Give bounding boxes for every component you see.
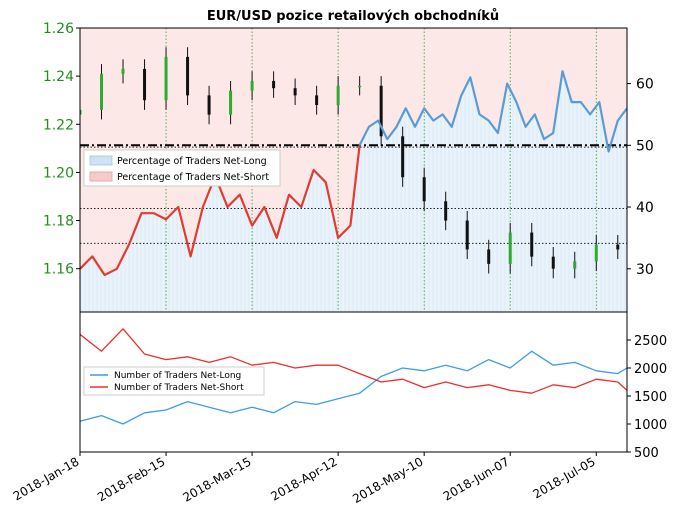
- candle-body: [616, 244, 620, 250]
- left-tick-label: 1.22: [43, 117, 74, 133]
- legend-net-long-swatch: [89, 155, 113, 166]
- candle: [594, 234, 598, 272]
- bottom-panel: [80, 328, 627, 425]
- candle: [186, 47, 190, 106]
- x-tick-label: 2018-Jan-18: [11, 454, 82, 503]
- candle-body: [379, 85, 383, 137]
- chart-title: EUR/USD pozice retailových obchodníků: [207, 9, 499, 24]
- count-tick-label: 1000: [634, 418, 667, 433]
- top-legend: Percentage of Traders Net-Long Percentag…: [83, 149, 281, 187]
- candle: [164, 47, 168, 110]
- candle-body: [465, 220, 469, 250]
- candle-body: [272, 80, 276, 89]
- net-long-line: [358, 70, 627, 153]
- count-tick-label: 500: [634, 446, 659, 461]
- candle-body: [594, 244, 598, 262]
- count-tick-label: 2000: [634, 362, 667, 377]
- legend-net-long-label: Percentage of Traders Net-Long: [117, 156, 267, 167]
- candle: [551, 247, 555, 279]
- candle-body: [422, 177, 426, 202]
- x-tick-label: 2018-Mar-15: [180, 454, 253, 504]
- candle: [444, 191, 448, 231]
- candle: [401, 126, 405, 187]
- candle: [573, 251, 577, 279]
- candle: [315, 85, 319, 115]
- candle: [616, 234, 620, 260]
- right-tick-label: 60: [636, 77, 654, 93]
- candle: [336, 76, 340, 115]
- candle-body: [487, 249, 491, 264]
- x-tick-label: 2018-Feb-15: [95, 454, 168, 504]
- candle: [121, 59, 125, 84]
- net-long-region-hatch: [80, 71, 627, 312]
- net-short-line: [80, 145, 361, 277]
- candle: [207, 85, 211, 125]
- candle: [272, 71, 276, 98]
- candle-body: [100, 73, 104, 110]
- right-tick-label: 30: [636, 262, 654, 278]
- candle-body: [530, 232, 534, 257]
- left-tick-label: 1.26: [43, 21, 74, 37]
- candle-body: [401, 136, 405, 178]
- x-tick-label: 2018-Jun-07: [441, 454, 512, 503]
- bottom-panel-frame: [79, 311, 628, 453]
- candle-body: [444, 201, 448, 221]
- x-tick-label: 2018-Apr-12: [268, 454, 339, 503]
- candle: [358, 76, 362, 96]
- candle: [530, 222, 534, 267]
- candle-body: [551, 256, 555, 269]
- top-panel: [80, 28, 627, 312]
- count-tick-label: 1500: [634, 390, 667, 405]
- legend-net-short-label: Percentage of Traders Net-Short: [117, 172, 269, 183]
- candle-body: [358, 85, 362, 88]
- candle-body: [164, 56, 168, 101]
- count-net-short-line: [80, 328, 627, 394]
- candle-body: [229, 90, 233, 115]
- left-tick-label: 1.24: [43, 69, 74, 85]
- candle-body: [573, 261, 577, 269]
- candle: [229, 80, 233, 125]
- candle-body: [207, 95, 211, 115]
- candle: [422, 167, 426, 211]
- left-tick-label: 1.18: [43, 214, 74, 230]
- candle-body: [508, 232, 512, 264]
- legend-count-short-label: Number of Traders Net-Short: [114, 383, 244, 393]
- candle-body: [250, 80, 254, 91]
- right-tick-label: 40: [636, 200, 654, 216]
- candle: [250, 71, 254, 101]
- count-tick-label: 2500: [634, 334, 667, 349]
- candle: [80, 100, 82, 125]
- candle: [487, 239, 491, 274]
- bottom-legend: Number of Traders Net-Long Number of Tra…: [83, 366, 265, 396]
- candle-body: [293, 88, 297, 96]
- legend-net-short-swatch: [89, 171, 113, 182]
- x-tick-label: 2018-May-10: [350, 454, 425, 506]
- candle-body: [186, 56, 190, 96]
- candle-body: [336, 85, 340, 106]
- candle: [379, 76, 383, 146]
- candle-body: [143, 68, 147, 101]
- candle: [465, 210, 469, 260]
- legend-count-long-label: Number of Traders Net-Long: [114, 371, 241, 381]
- left-tick-label: 1.20: [43, 165, 74, 181]
- candle: [100, 64, 104, 120]
- right-tick-label: 50: [636, 138, 654, 154]
- candle: [508, 222, 512, 274]
- candle: [143, 59, 147, 110]
- candle-body: [80, 109, 82, 115]
- x-tick-label: 2018-Jul-05: [530, 454, 597, 501]
- candle-body: [315, 95, 319, 106]
- count-net-long-line: [80, 350, 627, 425]
- left-tick-label: 1.16: [43, 262, 74, 278]
- candle: [293, 78, 297, 106]
- candle-body: [121, 68, 125, 74]
